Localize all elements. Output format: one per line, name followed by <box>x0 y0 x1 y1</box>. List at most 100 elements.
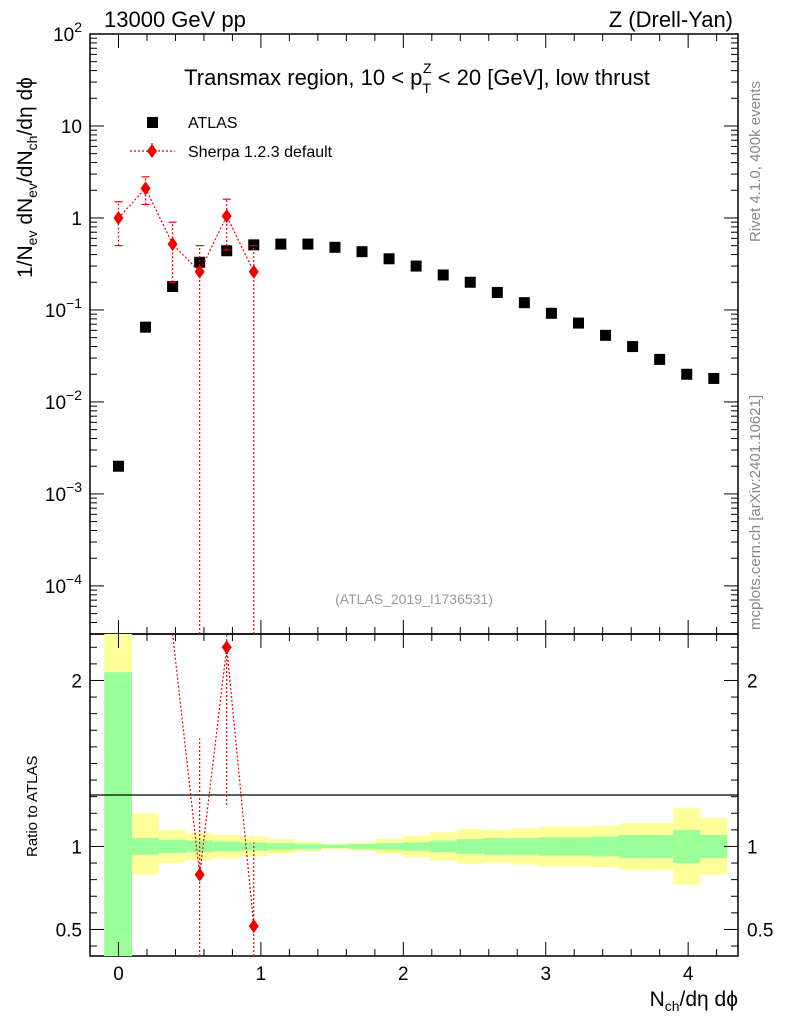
y-ratio-tick-label-right-0: 0.5 <box>747 920 773 941</box>
y-ratio-tick-label-right-2: 2 <box>747 671 758 692</box>
y-axis-label-ratio: Ratio to ATLAS <box>24 756 41 857</box>
header-left-label: 13000 GeV pp <box>104 7 246 32</box>
band-inner-12 <box>429 840 457 853</box>
atlas-point-10 <box>383 253 395 265</box>
x-label-main: N <box>650 988 665 1011</box>
atlas-point-1 <box>140 321 152 333</box>
ratio-sherpa-point-1 <box>221 640 232 655</box>
atlas-point-20 <box>654 353 666 365</box>
band-inner-21 <box>673 829 701 864</box>
atlas-point-17 <box>572 317 584 329</box>
band-inner-19 <box>619 834 647 859</box>
main-plot-marks <box>112 176 720 634</box>
y-main-tick-base-4: 1 <box>71 209 82 230</box>
y-main-tick-base-0: 10 <box>45 577 66 598</box>
atlas-point-19 <box>627 341 639 353</box>
band-inner-1 <box>132 838 160 855</box>
mcplots-label: mcplots.cern.ch [arXiv:2401.10621] <box>747 395 764 630</box>
y-label-part-4: /dη dϕ <box>14 77 37 135</box>
x-tick-label-4: 4 <box>683 964 694 985</box>
y-label-part-3: /dN <box>14 150 37 183</box>
rivet-version-label: Rivet 4.1.0, 400k events <box>747 81 764 242</box>
band-inner-18 <box>592 836 620 857</box>
band-inner-9 <box>348 843 376 849</box>
band-inner-10 <box>375 843 403 850</box>
atlas-point-6 <box>275 238 287 250</box>
band-inner-20 <box>646 834 674 859</box>
y-main-tick-label-0: 10−4 <box>45 571 82 598</box>
legend-sherpa-label: Sherpa 1.2.3 default <box>188 144 333 161</box>
atlas-point-11 <box>410 260 422 272</box>
ratio-sherpa-point-0 <box>194 867 205 882</box>
sherpa-line <box>118 187 255 273</box>
sherpa-point-2 <box>167 237 178 252</box>
band-inner-6 <box>267 843 295 850</box>
x-tick-label-2: 2 <box>398 964 409 985</box>
atlas-point-0 <box>112 460 124 472</box>
band-inner-15 <box>510 838 538 855</box>
band-inner-13 <box>456 838 484 854</box>
y-axis-label-main: 1/Nev dNev/dNch/dη dϕ <box>14 77 40 278</box>
analysis-id-label: (ATLAS_2019_I1736531) <box>335 591 493 607</box>
ratio-plot-marks <box>172 633 259 956</box>
sherpa-point-0 <box>113 210 124 225</box>
atlas-point-14 <box>491 286 503 298</box>
y-label-sub-2: ev <box>24 183 40 198</box>
ratio-sherpa-point-2 <box>248 919 259 934</box>
axis-ticks <box>89 33 738 956</box>
y-label-sub-3: ch <box>24 136 40 151</box>
y-ratio-tick-label-left-0: 0.5 <box>56 920 82 941</box>
band-inner-2 <box>159 839 187 854</box>
y-main-tick-exp-6: 2 <box>74 19 82 35</box>
y-label-sub-1: ev <box>24 231 40 246</box>
y-ratio-tick-label-left-1: 1 <box>71 837 82 858</box>
atlas-point-4 <box>221 245 233 257</box>
x-tick-label-1: 1 <box>256 964 267 985</box>
legend-sherpa-marker <box>147 144 157 158</box>
y-main-tick-exp-1: −3 <box>66 479 82 495</box>
atlas-point-7 <box>302 238 314 250</box>
plot-title-prefix: Transmax region, 10 < p <box>184 65 422 90</box>
atlas-point-22 <box>708 372 720 384</box>
y-main-tick-base-6: 10 <box>53 25 74 46</box>
x-tick-label-3: 3 <box>540 964 551 985</box>
atlas-point-9 <box>356 246 368 258</box>
band-inner-11 <box>402 842 430 851</box>
atlas-point-16 <box>545 307 557 319</box>
band-inner-8 <box>321 844 349 849</box>
y-main-tick-exp-0: −4 <box>66 571 82 587</box>
y-main-tick-base-2: 10 <box>45 393 66 414</box>
y-main-tick-base-3: 10 <box>45 301 66 322</box>
atlas-point-5 <box>248 239 260 251</box>
plot-title-sub: T <box>422 80 431 96</box>
atlas-point-13 <box>464 276 476 288</box>
plot-title-suffix: < 20 [GeV], low thrust <box>432 65 650 90</box>
y-main-tick-label-3: 10−1 <box>45 295 82 322</box>
y-main-tick-label-4: 1 <box>71 209 82 230</box>
atlas-point-2 <box>167 280 179 292</box>
y-main-tick-label-1: 10−3 <box>45 479 82 506</box>
x-axis-label: Nch/dη dϕ <box>650 988 738 1014</box>
band-inner-16 <box>537 837 565 856</box>
x-label-sub: ch <box>665 998 680 1014</box>
sherpa-point-3 <box>194 264 205 279</box>
atlas-point-18 <box>600 329 612 341</box>
y-label-part-2: dN <box>14 198 37 231</box>
y-main-tick-exp-3: −1 <box>66 295 82 311</box>
sherpa-point-4 <box>221 209 232 224</box>
plot-title-sup: Z <box>423 60 432 76</box>
plot-title: Transmax region, 10 < pTZ < 20 [GeV], lo… <box>184 60 650 96</box>
sherpa-point-1 <box>140 181 151 196</box>
atlas-point-12 <box>437 269 449 281</box>
legend: ATLAS Sherpa 1.2.3 default <box>130 115 333 161</box>
header-right-label: Z (Drell-Yan) <box>609 7 733 32</box>
sherpa-point-5 <box>248 264 259 279</box>
legend-atlas-marker <box>147 117 158 128</box>
y-main-tick-label-6: 102 <box>53 19 82 46</box>
x-label-rest: /dη dϕ <box>680 988 738 1011</box>
atlas-point-3 <box>194 256 206 268</box>
y-ratio-tick-label-right-1: 1 <box>747 837 758 858</box>
y-main-tick-label-5: 10 <box>61 117 82 138</box>
y-ratio-tick-label-left-2: 2 <box>71 671 82 692</box>
